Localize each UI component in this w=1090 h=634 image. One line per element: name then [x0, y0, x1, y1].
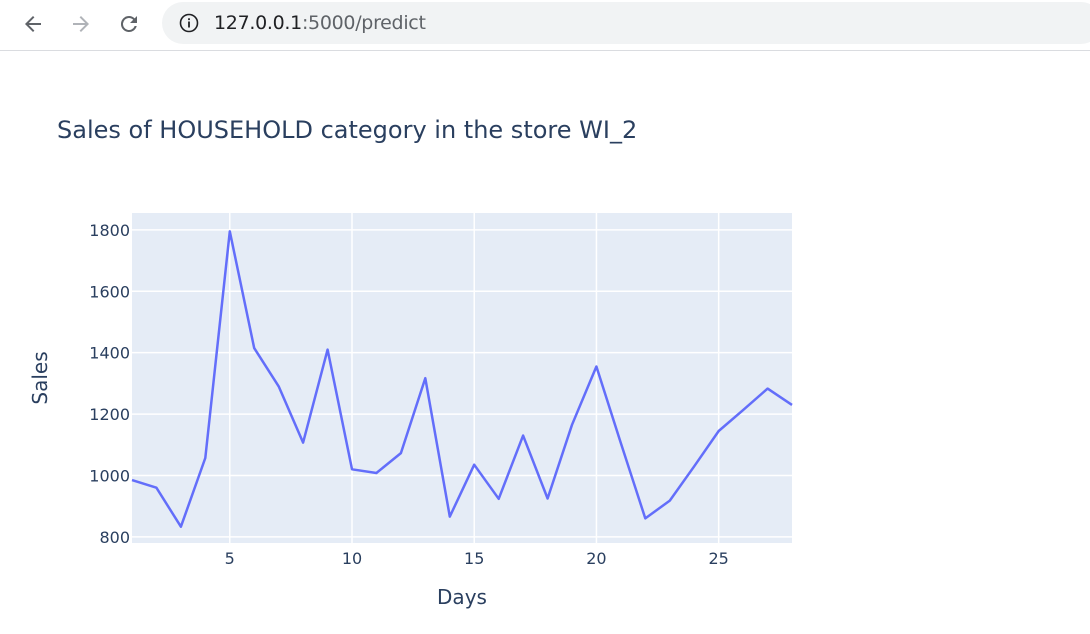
browser-toolbar: 127.0.0.1:5000/predict: [0, 0, 1090, 51]
x-tick-label: 15: [464, 549, 484, 568]
url-text[interactable]: 127.0.0.1:5000/predict: [214, 12, 426, 34]
x-tick-label: 10: [342, 549, 362, 568]
x-tick-label: 20: [586, 549, 606, 568]
line-chart: Sales of HOUSEHOLD category in the store…: [28, 116, 793, 609]
y-tick-label: 800: [99, 528, 130, 547]
x-tick-label: 25: [708, 549, 728, 568]
back-arrow-icon[interactable]: [18, 9, 48, 39]
y-axis-title: Sales: [28, 351, 52, 404]
chart-title: Sales of HOUSEHOLD category in the store…: [57, 116, 637, 144]
sales-series-line: [131, 230, 793, 528]
address-bar[interactable]: 127.0.0.1:5000/predict: [162, 2, 1090, 44]
x-tick-label: 5: [225, 549, 235, 568]
tick-labels: 5 10 15 20 25 800 1000 1200 1400 1600 1800: [89, 221, 729, 568]
y-tick-label: 1400: [89, 344, 130, 363]
info-icon[interactable]: [179, 13, 199, 33]
y-tick-label: 1800: [89, 221, 130, 240]
url-host: 127.0.0.1: [214, 12, 302, 34]
y-tick-label: 1600: [89, 282, 130, 301]
x-axis-title: Days: [437, 585, 487, 609]
url-path: :5000/predict: [301, 12, 426, 34]
y-tick-label: 1000: [89, 466, 130, 485]
forward-arrow-icon[interactable]: [66, 9, 96, 39]
y-tick-label: 1200: [89, 405, 130, 424]
reload-icon[interactable]: [114, 9, 144, 39]
